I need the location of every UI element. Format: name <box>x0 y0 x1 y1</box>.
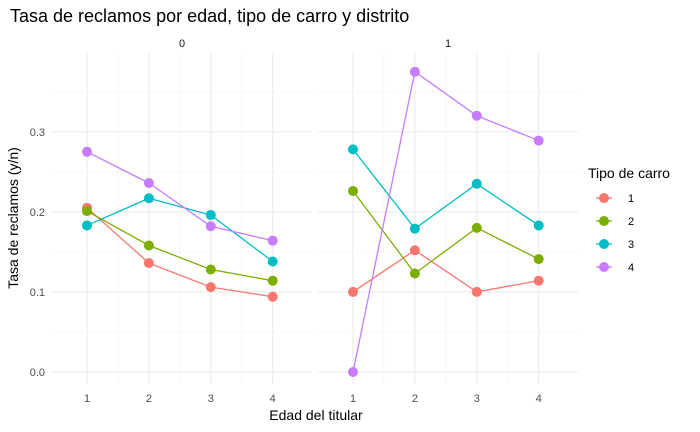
data-point-1 <box>533 275 544 286</box>
data-point-1 <box>348 286 358 297</box>
x-tick-label: 3 <box>208 393 214 405</box>
legend-label: 4 <box>628 262 634 274</box>
series-line-1 <box>352 249 539 293</box>
x-axis-ticks: 1 2 3 4 1 2 3 4 <box>84 393 542 405</box>
legend-label: 3 <box>628 239 634 251</box>
data-point-1 <box>409 245 420 256</box>
legend-key-point <box>599 239 609 249</box>
legend-item-4: 4 <box>596 262 634 274</box>
x-tick-label: 2 <box>412 393 418 405</box>
y-axis-title: Tasa de reclamos (y/n) <box>5 147 21 289</box>
data-point-4 <box>205 221 216 232</box>
panel-1: 1 <box>318 38 578 384</box>
data-point-1 <box>205 282 216 293</box>
data-point-4 <box>409 66 420 77</box>
data-point-3 <box>409 223 420 234</box>
legend-key-point <box>599 216 609 226</box>
x-tick-label: 4 <box>536 393 542 405</box>
series-line-4 <box>86 151 273 242</box>
data-point-3 <box>143 193 154 204</box>
facet-label: 0 <box>179 38 185 50</box>
facet-label: 1 <box>445 38 451 50</box>
data-point-2 <box>471 222 482 233</box>
data-point-1 <box>143 258 154 269</box>
legend-key-point <box>599 193 609 203</box>
data-point-2 <box>205 264 216 275</box>
data-point-1 <box>267 291 278 302</box>
legend-key-point <box>599 262 609 272</box>
data-point-3 <box>348 144 358 155</box>
legend-item-1: 1 <box>596 193 634 205</box>
legend-label: 2 <box>628 216 634 228</box>
y-tick-label: 0.2 <box>30 207 45 219</box>
series-line-4 <box>352 70 539 373</box>
data-point-2 <box>82 206 92 217</box>
legend-item-2: 2 <box>596 216 634 228</box>
y-tick-label: 0.0 <box>30 367 45 379</box>
x-axis-title: Edad del titular <box>269 407 363 423</box>
data-point-4 <box>533 135 544 146</box>
chart-title: Tasa de reclamos por edad, tipo de carro… <box>10 6 409 26</box>
data-point-2 <box>143 240 154 251</box>
series-line-3 <box>86 197 274 263</box>
legend-title: Tipo de carro <box>588 165 670 181</box>
series-line-2 <box>86 210 273 282</box>
data-point-2 <box>348 186 358 197</box>
series-line-3 <box>352 148 540 230</box>
x-tick-label: 4 <box>270 393 276 405</box>
data-point-3 <box>533 220 544 231</box>
data-point-4 <box>471 110 482 121</box>
data-point-4 <box>143 178 154 189</box>
data-point-2 <box>409 268 420 279</box>
panel-0: 0 <box>52 38 312 384</box>
legend: Tipo de carro 1 2 3 4 <box>588 165 670 274</box>
y-tick-label: 0.3 <box>30 127 45 139</box>
y-tick-label: 0.1 <box>30 287 45 299</box>
x-tick-label: 3 <box>474 393 480 405</box>
series-line-1 <box>86 207 273 298</box>
legend-item-3: 3 <box>596 239 634 251</box>
data-point-4 <box>348 367 358 377</box>
data-point-2 <box>267 275 278 286</box>
x-tick-label: 1 <box>84 393 90 405</box>
legend-label: 1 <box>628 193 634 205</box>
y-axis-ticks: 0.0 0.1 0.2 0.3 <box>30 127 45 379</box>
data-point-3 <box>471 178 482 189</box>
x-tick-label: 1 <box>350 393 356 405</box>
x-tick-label: 2 <box>146 393 152 405</box>
data-point-3 <box>205 210 216 221</box>
data-point-3 <box>267 256 278 267</box>
data-point-3 <box>82 220 92 231</box>
data-point-2 <box>533 254 544 265</box>
series-line-2 <box>352 190 539 275</box>
data-point-4 <box>82 146 92 157</box>
data-point-4 <box>267 235 278 246</box>
data-point-1 <box>471 286 482 297</box>
